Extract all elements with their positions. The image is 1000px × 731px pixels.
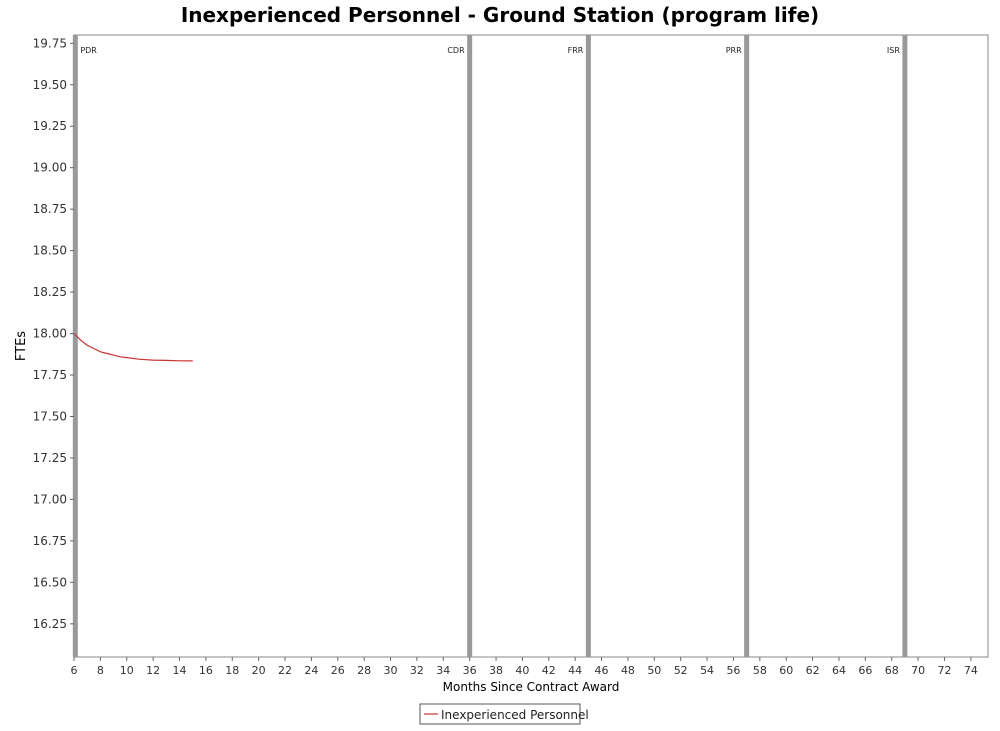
y-tick-label: 16.75 (33, 534, 67, 548)
x-tick-label: 60 (779, 664, 793, 677)
milestone-line-pdr (72, 35, 78, 657)
x-tick-label: 28 (357, 664, 371, 677)
milestone-label-pdr: PDR (80, 46, 97, 55)
x-tick-label: 66 (858, 664, 872, 677)
x-tick-label: 32 (410, 664, 424, 677)
x-tick-label: 68 (885, 664, 899, 677)
chart-title: Inexperienced Personnel - Ground Station… (181, 3, 819, 27)
x-tick-label: 44 (568, 664, 582, 677)
x-tick-label: 14 (173, 664, 187, 677)
y-axis-label: FTEs (14, 331, 29, 361)
x-tick-label: 62 (806, 664, 820, 677)
milestone-label-isr: ISR (887, 46, 900, 55)
milestone-label-frr: FRR (568, 46, 584, 55)
y-tick-label: 17.25 (33, 451, 67, 465)
y-tick-label: 19.00 (33, 161, 67, 175)
x-tick-label: 36 (463, 664, 477, 677)
y-tick-label: 18.50 (33, 244, 67, 258)
y-tick-label: 19.75 (33, 36, 67, 50)
milestone-line-isr (902, 35, 908, 657)
series-layer (73, 333, 193, 362)
series-line-inexperienced-personnel (73, 333, 193, 362)
y-tick-label: 18.25 (33, 285, 67, 299)
x-tick-label: 20 (252, 664, 266, 677)
x-tick-label: 34 (436, 664, 450, 677)
y-tick-label: 18.00 (33, 327, 67, 341)
x-tick-label: 16 (199, 664, 213, 677)
x-tick-label: 64 (832, 664, 846, 677)
x-tick-label: 74 (964, 664, 978, 677)
y-tick-label: 19.25 (33, 119, 67, 133)
y-tick-label: 17.50 (33, 409, 67, 423)
x-tick-label: 6 (71, 664, 78, 677)
y-axis: 16.25 16.50 16.75 17.00 17.25 17.50 17.75 18.00… (33, 36, 74, 631)
milestone-lines: PDR CDR FRR PRR ISR (72, 35, 908, 657)
x-tick-label: 18 (225, 664, 239, 677)
milestone-label-prr: PRR (726, 46, 742, 55)
plot-area (73, 34, 989, 658)
x-tick-label: 10 (120, 664, 134, 677)
x-tick-label: 54 (700, 664, 714, 677)
legend: Inexperienced Personnel (419, 703, 589, 725)
x-tick-label: 50 (647, 664, 661, 677)
y-tick-label: 16.50 (33, 575, 67, 589)
y-tick-label: 18.75 (33, 202, 67, 216)
x-tick-label: 56 (726, 664, 740, 677)
x-tick-label: 58 (753, 664, 767, 677)
x-tick-label: 46 (595, 664, 609, 677)
y-tick-label: 17.75 (33, 368, 67, 382)
x-tick-label: 48 (621, 664, 635, 677)
milestone-line-frr (585, 35, 591, 657)
y-tick-label: 16.25 (33, 617, 67, 631)
milestone-line-cdr (467, 35, 473, 657)
x-tick-label: 42 (542, 664, 556, 677)
y-tick-label: 17.00 (33, 492, 67, 506)
x-tick-label: 8 (97, 664, 104, 677)
x-tick-label: 52 (674, 664, 688, 677)
x-tick-label: 26 (331, 664, 345, 677)
milestone-label-cdr: CDR (447, 46, 465, 55)
legend-entry-inexperienced-personnel: Inexperienced Personnel (441, 708, 589, 722)
y-tick-label: 19.50 (33, 78, 67, 92)
x-tick-label: 40 (515, 664, 529, 677)
x-tick-label: 30 (384, 664, 398, 677)
x-tick-label: 38 (489, 664, 503, 677)
x-axis: 6 8 10 12 14 16 18 20 22 24 26 28 30 32 34 36 38 40 42 44 46… (71, 657, 978, 677)
x-axis-label: Months Since Contract Award (443, 680, 620, 694)
x-tick-label: 22 (278, 664, 292, 677)
milestone-line-prr (744, 35, 750, 657)
x-tick-label: 72 (937, 664, 951, 677)
x-tick-label: 24 (304, 664, 318, 677)
legend-box (419, 703, 581, 725)
x-tick-label: 70 (911, 664, 925, 677)
x-tick-label: 12 (146, 664, 160, 677)
